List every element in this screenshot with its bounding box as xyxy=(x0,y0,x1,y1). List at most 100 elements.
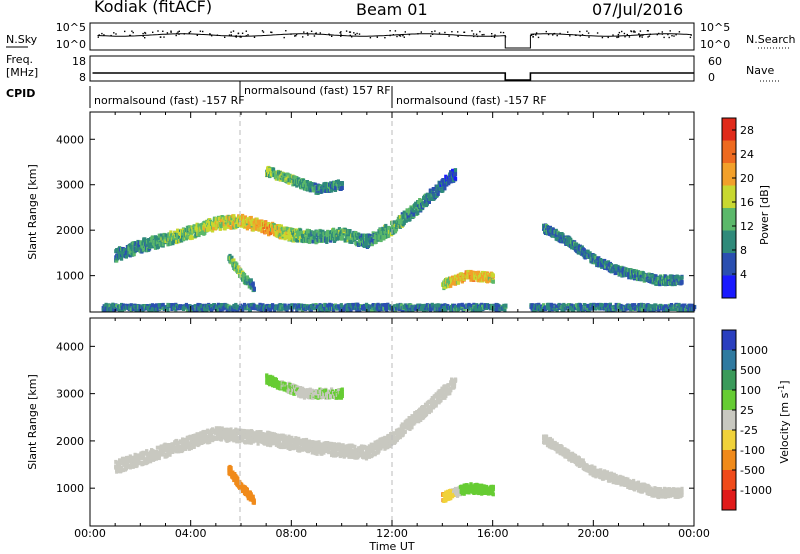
range-time-cell xyxy=(543,225,547,230)
range-time-cell xyxy=(362,233,366,238)
nsky-point xyxy=(175,34,177,37)
range-time-cell xyxy=(649,279,653,284)
range-time-cell xyxy=(175,239,179,244)
nsky-point xyxy=(209,34,211,36)
freq-line xyxy=(92,72,694,81)
range-time-cell xyxy=(108,304,112,309)
range-time-cell xyxy=(241,219,246,224)
nsky-point xyxy=(552,34,554,36)
power-cells xyxy=(101,165,697,313)
range-time-cell xyxy=(218,431,222,436)
range-time-cell xyxy=(141,244,145,249)
range-time-cell xyxy=(184,443,188,448)
range-time-cell xyxy=(546,302,550,307)
range-time-cell xyxy=(312,448,316,453)
range-time-cell xyxy=(693,305,697,310)
range-time-cell xyxy=(154,449,158,454)
range-time-cell xyxy=(269,439,273,444)
range-time-cell xyxy=(124,254,128,259)
range-time-cell xyxy=(165,305,169,309)
range-time-cell xyxy=(297,232,301,237)
range-time-cell xyxy=(600,303,604,308)
range-time-cell xyxy=(133,460,137,465)
range-time-cell xyxy=(313,451,317,456)
range-time-cell xyxy=(308,185,312,190)
range-time-cell xyxy=(157,233,161,238)
range-time-cell xyxy=(586,303,590,308)
nsky-point xyxy=(642,34,644,36)
range-time-cell xyxy=(469,269,473,274)
range-time-cell xyxy=(269,231,273,236)
range-time-cell xyxy=(216,434,220,439)
range-time-cell xyxy=(444,284,448,289)
range-time-cell xyxy=(281,306,285,311)
range-time-cell xyxy=(256,441,260,446)
colorbar-swatch xyxy=(722,163,736,186)
nsky-point xyxy=(310,30,313,32)
range-time-cell xyxy=(460,279,464,284)
range-time-cell xyxy=(325,306,329,311)
range-time-cell xyxy=(451,171,455,176)
nsky-point xyxy=(618,31,621,34)
range-time-cell xyxy=(271,437,275,442)
nsky-point xyxy=(633,31,635,33)
range-time-cell xyxy=(555,307,559,312)
range-time-cell xyxy=(169,241,173,246)
nsky-point xyxy=(162,30,164,32)
nsky-point xyxy=(170,31,172,33)
range-time-cell xyxy=(184,302,188,307)
nsky-tick-high: 10^5 xyxy=(56,21,86,34)
range-time-cell xyxy=(224,215,228,220)
nsky-point xyxy=(641,36,643,38)
nsky-point xyxy=(295,33,298,36)
nsky-point xyxy=(532,33,534,36)
range-time-cell xyxy=(400,212,404,217)
range-time-cell xyxy=(594,255,598,260)
range-time-cell xyxy=(313,182,317,187)
range-time-cell xyxy=(379,238,383,243)
nsky-point xyxy=(216,34,218,36)
range-time-cell xyxy=(125,461,129,466)
nsky-point xyxy=(290,33,292,35)
range-time-cell xyxy=(304,235,309,240)
nsky-point xyxy=(144,37,146,39)
range-time-cell xyxy=(418,201,422,206)
range-time-cell xyxy=(471,308,475,313)
range-time-cell xyxy=(217,216,221,221)
range-time-cell xyxy=(450,307,454,312)
range-time-cell xyxy=(377,236,381,241)
nsky-point xyxy=(430,35,432,37)
nsky-point xyxy=(188,32,190,34)
nsky-point xyxy=(239,35,241,37)
nsky-point xyxy=(178,30,180,32)
nsky-point xyxy=(612,34,614,36)
nsearch-label: N.Search xyxy=(746,33,796,46)
range-time-cell xyxy=(247,284,251,289)
range-time-cell xyxy=(252,287,256,292)
range-time-cell xyxy=(211,428,215,433)
range-time-cell xyxy=(296,443,300,448)
nsky-point xyxy=(270,31,272,33)
range-time-cell xyxy=(553,307,557,312)
range-time-cell xyxy=(178,235,182,240)
range-time-cell xyxy=(474,270,478,275)
range-time-cell xyxy=(235,435,239,440)
range-time-cell xyxy=(251,218,255,223)
range-time-cell xyxy=(309,443,313,448)
range-time-cell xyxy=(283,434,287,439)
range-time-cell xyxy=(459,272,463,277)
range-time-cell xyxy=(326,237,330,242)
nsky-point xyxy=(623,32,626,35)
nsky-point xyxy=(472,33,475,35)
range-time-cell xyxy=(197,435,201,440)
range-time-cell xyxy=(165,445,169,450)
range-time-cell xyxy=(269,307,273,312)
range-time-cell xyxy=(453,176,458,181)
range-time-cell xyxy=(273,433,278,437)
range-time-cell xyxy=(164,239,168,244)
range-time-cell xyxy=(264,230,268,234)
range-time-cell xyxy=(555,232,559,237)
range-time-cell xyxy=(283,173,287,178)
cpid-strip: CPID normalsound (fast) -157 RF normalso… xyxy=(6,81,547,108)
nave-tick-high: 60 xyxy=(708,55,722,68)
